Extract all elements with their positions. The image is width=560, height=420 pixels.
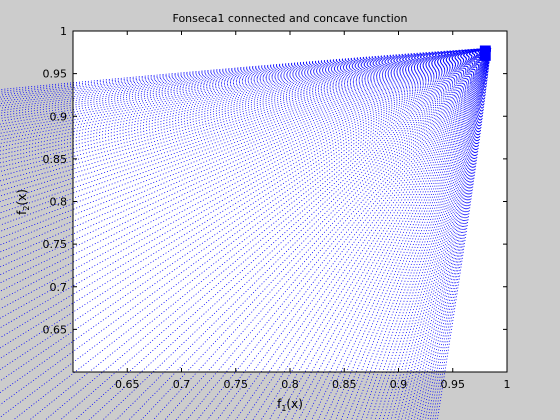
feasible-line — [413, 48, 492, 420]
feasible-line — [0, 47, 491, 164]
feasible-line — [0, 47, 491, 232]
feasible-line — [0, 47, 491, 141]
feasible-line — [0, 47, 491, 319]
y-tick-label: 0.65 — [43, 323, 68, 336]
feasible-line — [390, 48, 492, 420]
feasible-line — [0, 47, 491, 109]
x-axis-ticks: 0.65 0.7 0.75 0.8 0.85 0.9 0.95 1 — [115, 31, 511, 391]
feasible-line — [268, 47, 492, 420]
feasible-line — [345, 47, 492, 420]
feasible-line — [0, 47, 491, 128]
feasible-line — [243, 47, 492, 420]
feasible-line — [0, 47, 491, 208]
feasible-line — [401, 48, 492, 420]
chart-title: Fonseca1 connected and concave function — [173, 12, 408, 25]
feasible-line — [0, 47, 491, 117]
x-tick-label: 0.85 — [332, 378, 357, 391]
feasible-line — [0, 47, 491, 260]
feasible-line — [0, 47, 491, 122]
feasible-line — [335, 47, 492, 420]
y-axis-label: f2(x) — [15, 189, 31, 215]
feasible-line — [317, 47, 492, 420]
feasible-line — [59, 47, 491, 420]
plot-area — [73, 31, 507, 372]
feasible-line — [370, 47, 492, 420]
feasible-line — [365, 47, 492, 420]
feasible-line — [0, 47, 491, 125]
feasible-line — [429, 48, 492, 420]
y-tick-label: 0.95 — [43, 68, 68, 81]
feasible-line — [0, 47, 491, 104]
feasible-line — [0, 47, 491, 301]
x-tick-label: 0.65 — [115, 378, 140, 391]
feasible-line — [0, 47, 491, 107]
feasible-line — [427, 48, 492, 420]
feasible-line — [323, 47, 492, 420]
feasible-line — [252, 47, 492, 420]
y-tick-label: 0.85 — [43, 153, 68, 166]
feasible-line — [115, 47, 491, 420]
x-tick-label: 0.75 — [224, 378, 249, 391]
feasible-line — [0, 47, 491, 214]
x-axis-label: f1(x) — [277, 397, 303, 413]
feasible-line — [0, 47, 491, 160]
feasible-line — [0, 47, 491, 182]
feasible-line — [0, 47, 491, 187]
feasible-line — [28, 47, 491, 420]
feasible-line — [356, 47, 492, 420]
feasible-line — [432, 48, 492, 420]
feasible-line — [386, 48, 492, 420]
feasible-line — [424, 48, 492, 420]
feasible-corner-block — [479, 45, 491, 61]
feasible-line — [102, 47, 491, 420]
feasible-line — [0, 47, 491, 406]
feasible-line — [416, 48, 492, 420]
x-tick-label: 0.9 — [390, 378, 408, 391]
feasible-line — [419, 48, 492, 420]
x-tick-label: 0.7 — [173, 378, 191, 391]
y-axis-ticks: 0.65 0.7 0.75 0.8 0.85 0.9 0.95 1 — [43, 25, 507, 336]
feasible-line — [394, 48, 492, 420]
feasible-line — [0, 47, 491, 360]
y-tick-label: 0.9 — [50, 110, 68, 123]
feasible-line — [422, 48, 492, 420]
feasible-line — [283, 47, 492, 420]
x-tick-label: 1 — [504, 378, 511, 391]
y-tick-label: 0.7 — [50, 281, 68, 294]
y-tick-label: 0.8 — [50, 196, 68, 209]
feasible-line — [0, 47, 491, 134]
feasible-line — [0, 47, 491, 394]
feasible-line — [0, 47, 491, 168]
feasible-line — [404, 48, 492, 420]
feasible-line — [0, 47, 491, 137]
feasible-line — [340, 47, 492, 420]
feasible-line — [304, 47, 492, 420]
feasible-line — [0, 47, 491, 253]
feasible-line — [152, 47, 491, 420]
feasible-line — [378, 47, 492, 420]
x-tick-label: 0.95 — [441, 378, 466, 391]
feasible-line — [0, 47, 491, 119]
feasible-line — [0, 47, 491, 220]
y-tick-label: 0.75 — [43, 238, 68, 251]
feasible-region — [0, 45, 492, 420]
feasible-line — [436, 48, 492, 420]
feasible-line — [0, 47, 491, 100]
feasible-line — [0, 47, 491, 292]
y-tick-label: 1 — [60, 25, 67, 38]
feasible-line — [0, 47, 491, 192]
x-tick-label: 0.8 — [281, 378, 299, 391]
